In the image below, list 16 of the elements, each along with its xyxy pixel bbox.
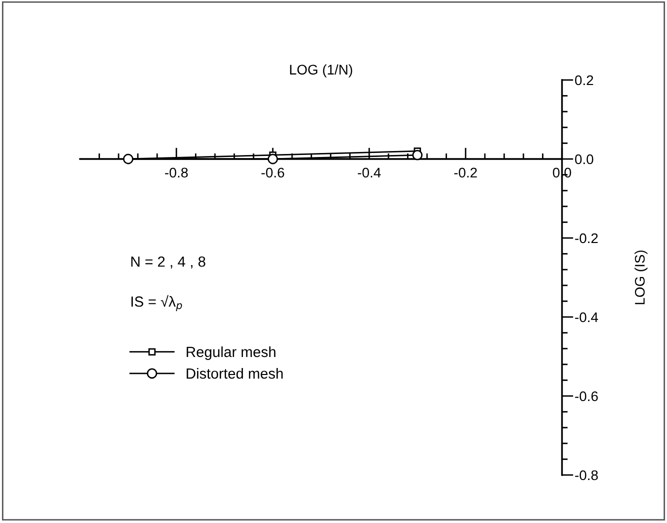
annotation: IS = √λ$_{p}$	[131, 295, 182, 312]
x-axis-title: LOG (1/N)	[290, 64, 352, 78]
y-tick-label: -0.4	[575, 312, 598, 322]
x-tick-label: -0.8	[165, 168, 188, 178]
y-tick-label: 0.2	[575, 75, 594, 86]
y-tick-label: -0.6	[575, 391, 598, 402]
x-tick-label: -0.6	[261, 168, 284, 178]
y-tick-label: -0.8	[575, 470, 598, 480]
y-tick-label: -0.2	[575, 233, 598, 244]
y-tick-label: 0.0	[575, 154, 594, 164]
y-axis-title: LOG (IS)	[634, 250, 648, 304]
legend-label: Regular mesh	[186, 346, 276, 360]
annotation: N = 2 , 4 , 8	[131, 256, 206, 269]
x-tick-label: -0.2	[454, 168, 477, 178]
x-tick-label: -0.4	[358, 168, 381, 178]
legend-label: Distorted mesh	[186, 368, 283, 379]
